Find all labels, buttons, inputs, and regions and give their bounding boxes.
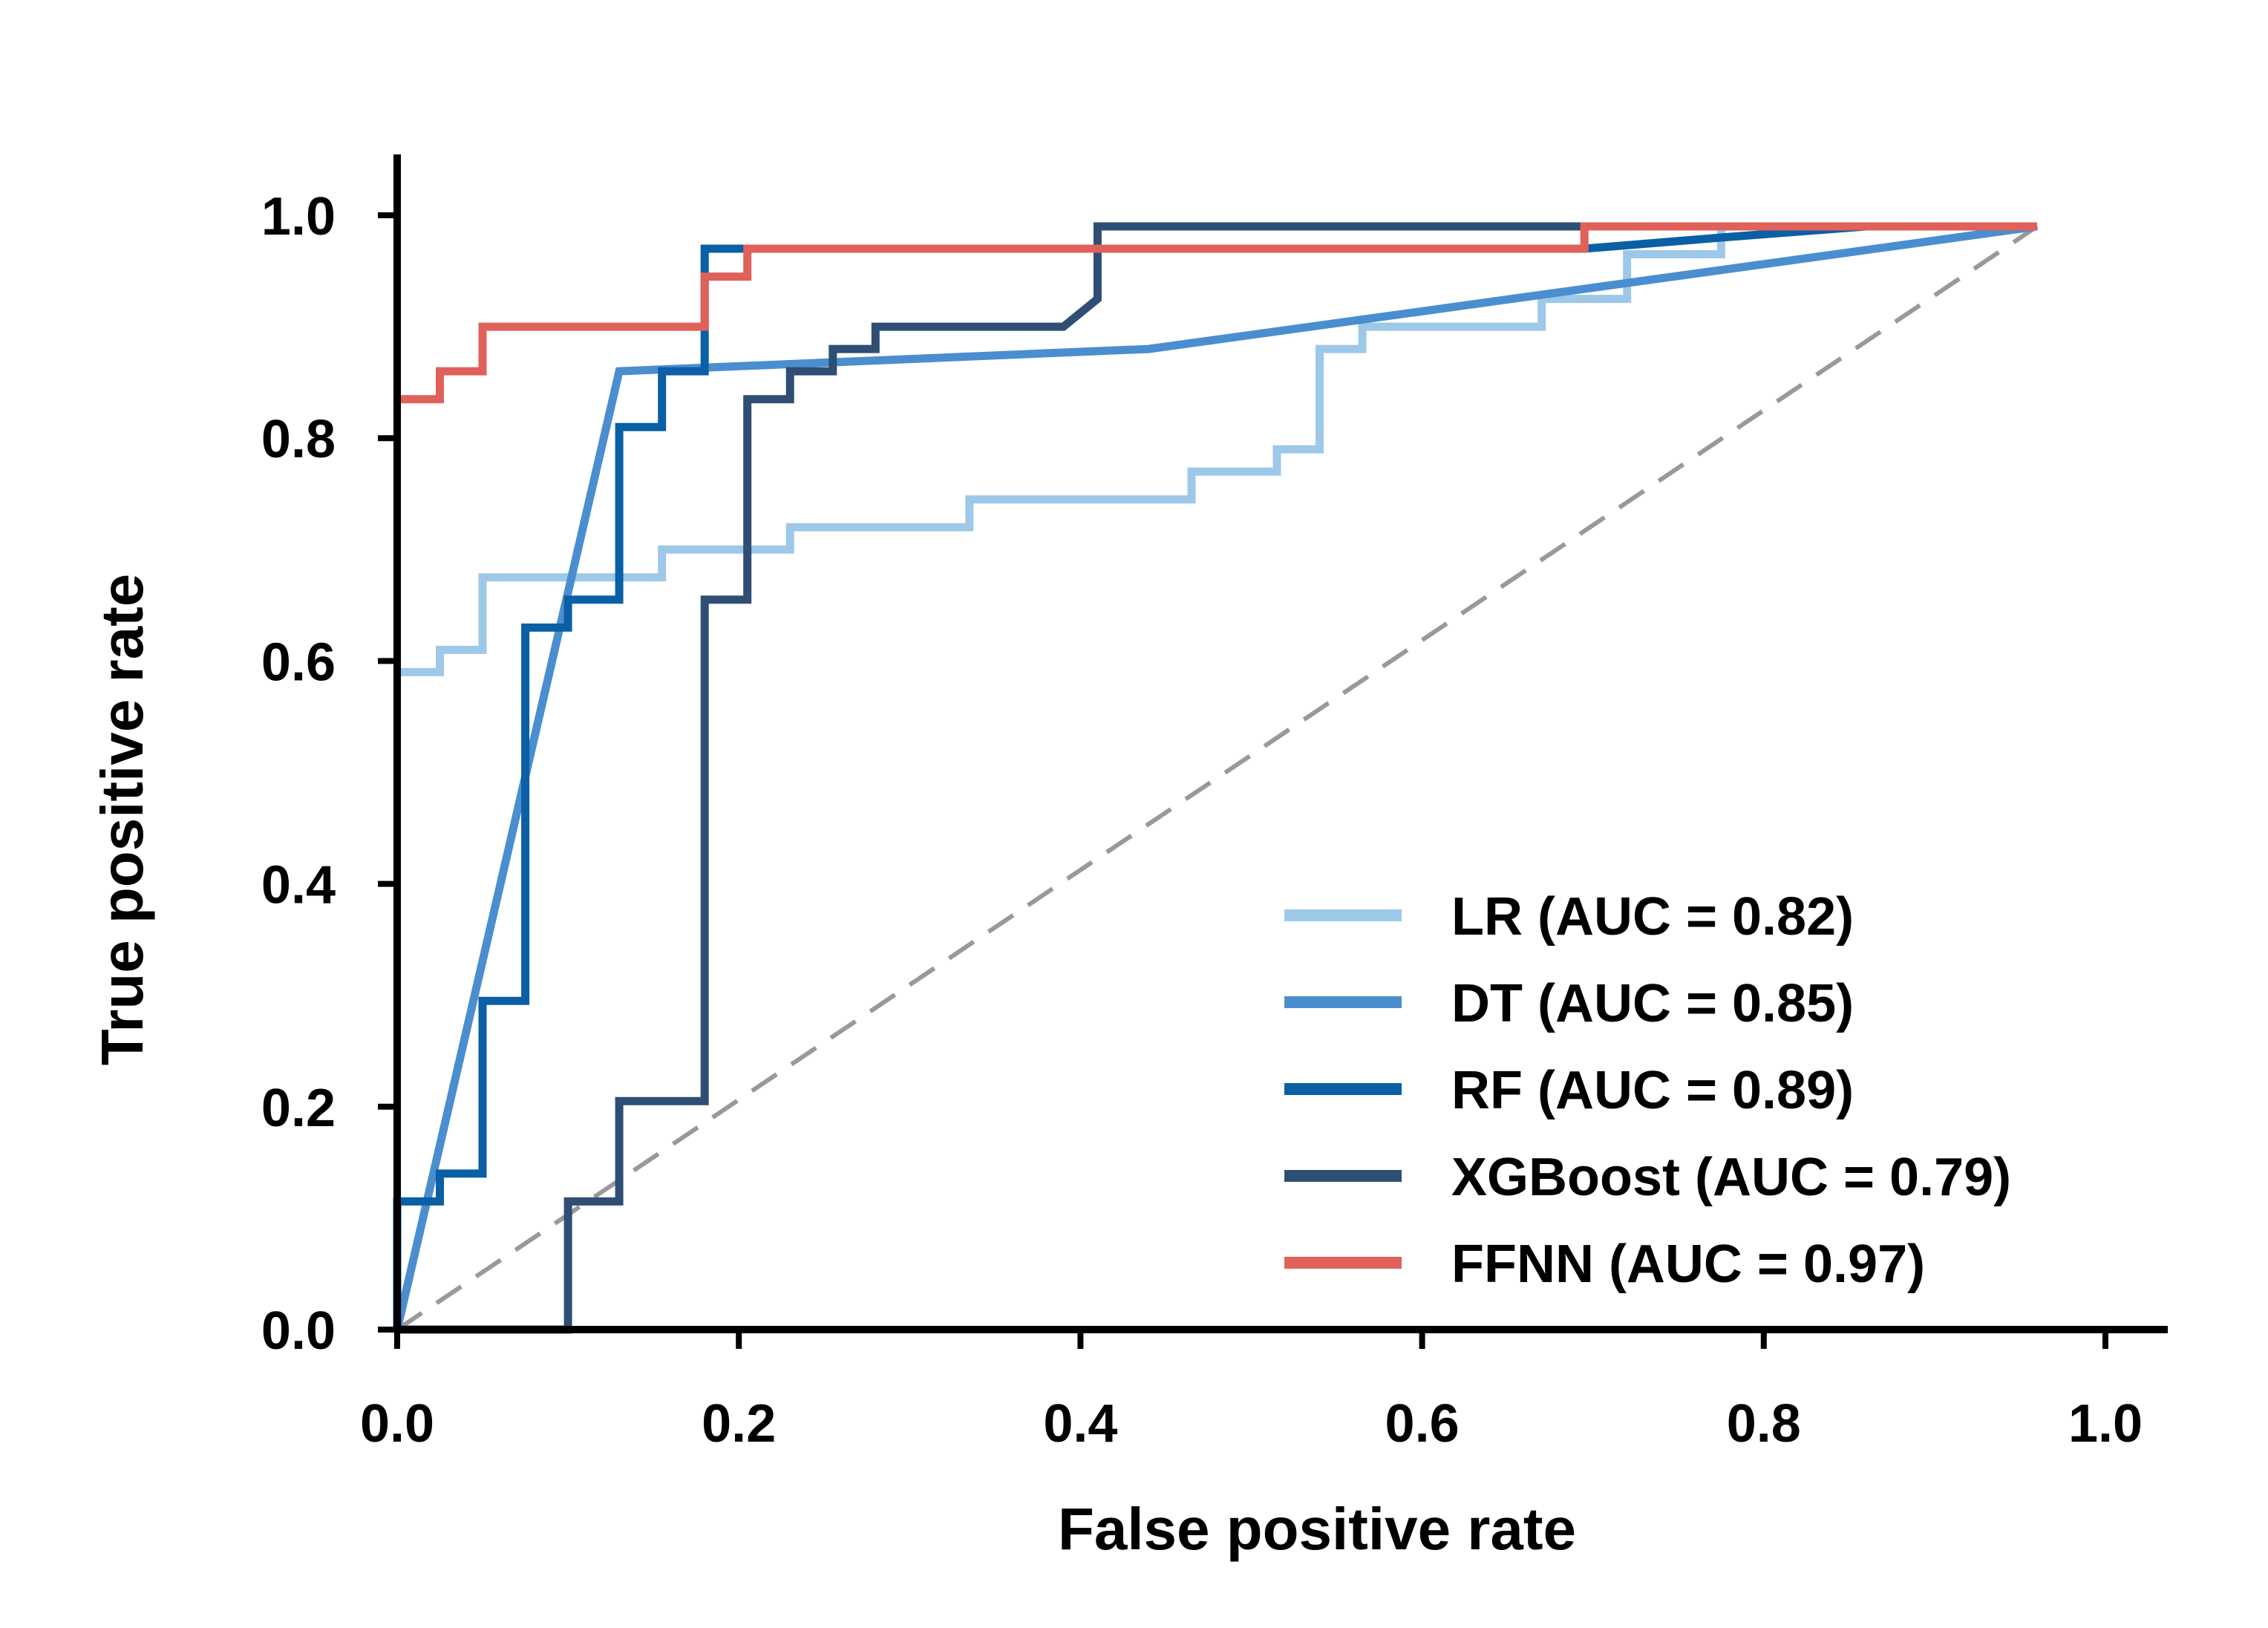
x-tick-label: 0.8 (1727, 1394, 1801, 1454)
x-axis-title: False positive rate (1058, 1496, 1576, 1562)
legend-label: RF (AUC = 0.89) (1451, 1061, 1854, 1120)
x-tick-label: 0.0 (360, 1394, 434, 1454)
x-tick-label: 1.0 (2068, 1394, 2143, 1454)
legend: LR (AUC = 0.82) DT (AUC = 0.85) RF (AUC = … (1284, 887, 2011, 1294)
series-line-5 (397, 222, 2037, 404)
ticks-layer: 0.0 0.2 0.4 0.6 0.8 1.0 0.0 0.2 0.4 0.6 0.8 1.0 (261, 187, 2143, 1454)
x-tick-label: 0.2 (702, 1394, 776, 1454)
y-tick-label: 1.0 (261, 187, 336, 246)
y-tick-label: 0.6 (261, 632, 336, 692)
y-axis-title: True positive rate (89, 574, 155, 1065)
series-line-2 (393, 222, 2038, 1331)
x-tick-label: 0.4 (1043, 1394, 1117, 1454)
legend-label: XGBoost (AUC = 0.79) (1451, 1148, 2011, 1207)
legend-label: LR (AUC = 0.82) (1451, 887, 1854, 947)
legend-label: DT (AUC = 0.85) (1451, 974, 1854, 1033)
x-tick-label: 0.6 (1385, 1394, 1460, 1454)
series-layer (393, 222, 2038, 1334)
series-line-1 (397, 222, 2037, 676)
y-tick-label: 0.4 (261, 856, 336, 915)
y-tick-label: 0.0 (261, 1301, 336, 1361)
y-tick-label: 0.8 (261, 410, 336, 469)
series-line-4 (397, 222, 2037, 1334)
axes-layer (393, 154, 2168, 1333)
legend-label: FFNN (AUC = 0.97) (1451, 1235, 1925, 1294)
y-tick-label: 0.2 (261, 1079, 336, 1138)
